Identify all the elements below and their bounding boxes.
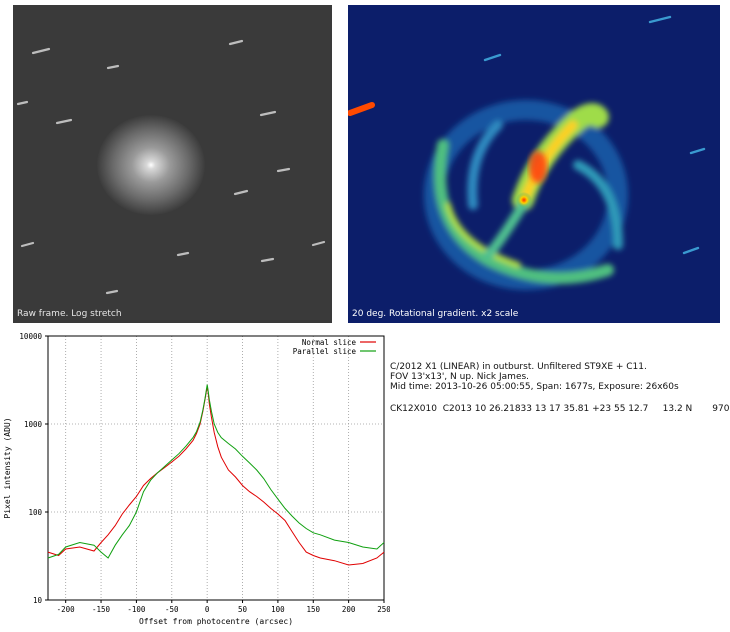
x-tick-label: -200: [57, 605, 76, 614]
x-axis-label: Offset from photocentre (arcsec): [139, 617, 293, 626]
raw-frame-graphic: [13, 5, 332, 323]
x-tick-label: 100: [271, 605, 285, 614]
chart-series: [47, 384, 385, 566]
y-tick-label: 10000: [19, 332, 42, 341]
x-tick-label: 200: [342, 605, 356, 614]
x-tick-label: 250: [377, 605, 390, 614]
x-tick-label: -50: [165, 605, 179, 614]
raw-frame-image: Raw frame. Log stretch: [13, 5, 332, 323]
x-tick-label: 0: [205, 605, 210, 614]
y-tick-label: 1000: [24, 420, 43, 429]
y-axis-label: Pixel intensity (ADU): [3, 417, 12, 518]
series-line-parallel-slice: [47, 384, 385, 559]
x-tick-label: 50: [238, 605, 248, 614]
x-tick-label: -100: [127, 605, 146, 614]
rotational-gradient-graphic: [348, 5, 720, 323]
raw-frame-caption: Raw frame. Log stretch: [17, 309, 122, 319]
series-line-normal-slice: [47, 387, 385, 566]
profile-chart: -200 -150 -100 -50 0 50 100 150 200 250 10 100 1000 1…: [3, 332, 390, 626]
x-tick-label: 150: [306, 605, 320, 614]
notes-line-2: FOV 13'x13', N up. Nick James.: [390, 372, 530, 383]
legend-label: Parallel slice: [293, 347, 357, 356]
notes-line-3: Mid time: 2013-10-26 05:00:55, Span: 167…: [390, 382, 679, 393]
chart-ticks: -200 -150 -100 -50 0 50 100 150 200 250 10 100 1000 1…: [19, 332, 390, 614]
notes-line-1: C/2012 X1 (LINEAR) in outburst. Unfilter…: [390, 362, 647, 372]
observation-notes: C/2012 X1 (LINEAR) in outburst. Unfilter…: [390, 362, 679, 393]
chart-frame: [47, 335, 385, 601]
rotational-gradient-image: 20 deg. Rotational gradient. x2 scale: [348, 5, 720, 323]
y-tick-label: 100: [28, 508, 42, 517]
y-tick-label: 10: [33, 596, 43, 605]
observation-record: CK12X010 C2013 10 26.21833 13 17 35.81 +…: [390, 404, 730, 414]
legend-label: Normal slice: [302, 338, 357, 347]
rotational-gradient-caption: 20 deg. Rotational gradient. x2 scale: [352, 309, 519, 319]
x-tick-label: -150: [92, 605, 111, 614]
